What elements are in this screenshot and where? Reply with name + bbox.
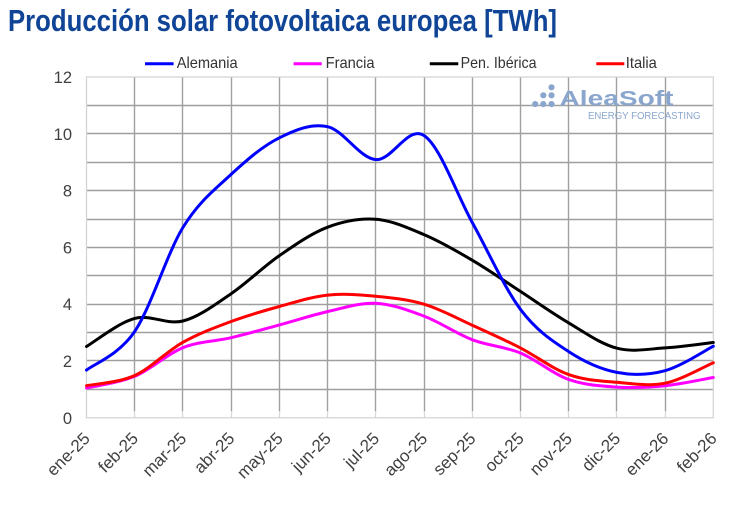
svg-text:AleaSoft: AleaSoft	[560, 87, 674, 111]
svg-text:Alemania: Alemania	[177, 55, 238, 72]
svg-text:0: 0	[63, 410, 72, 428]
svg-text:10: 10	[54, 126, 72, 144]
svg-text:2: 2	[63, 353, 72, 371]
svg-text:ENERGY FORECASTING: ENERGY FORECASTING	[588, 111, 701, 122]
svg-text:12: 12	[54, 69, 72, 87]
svg-text:Producción solar fotovoltaica: Producción solar fotovoltaica europea [T…	[8, 3, 557, 38]
svg-text:Italia: Italia	[626, 55, 657, 72]
svg-text:Pen. Ibérica: Pen. Ibérica	[461, 55, 537, 72]
svg-text:6: 6	[63, 239, 72, 257]
svg-text:Francia: Francia	[326, 55, 375, 72]
svg-text:8: 8	[63, 183, 72, 201]
svg-text:4: 4	[63, 296, 72, 314]
